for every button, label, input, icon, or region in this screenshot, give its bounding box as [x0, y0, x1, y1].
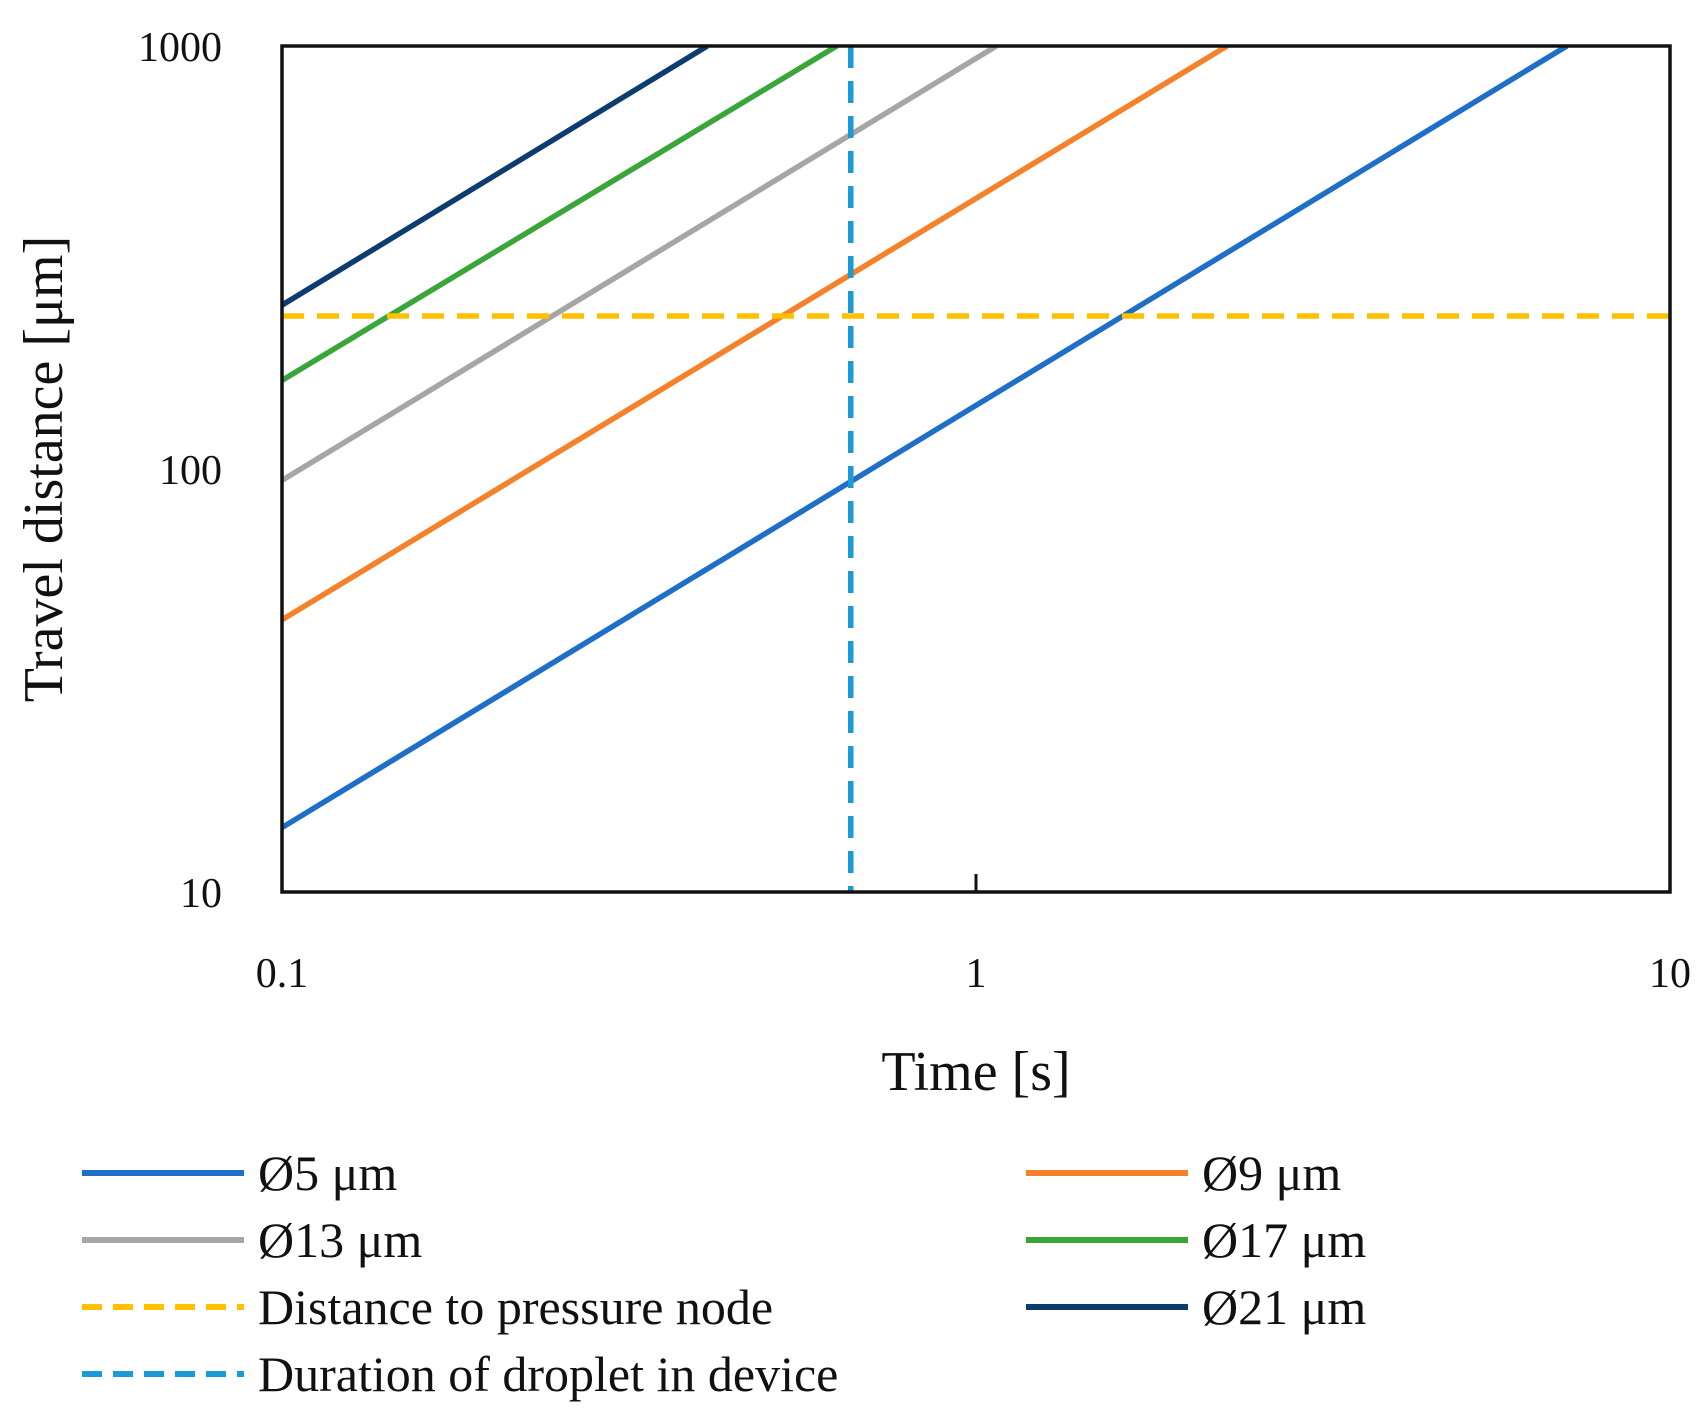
- legend-label: Duration of droplet in device: [258, 1346, 838, 1402]
- series-layer: [282, 46, 1670, 892]
- legend-item-d9-um: Ø9 μm: [1026, 1145, 1341, 1201]
- legend-label: Ø17 μm: [1202, 1212, 1366, 1268]
- legend-item-d5-um: Ø5 μm: [82, 1145, 397, 1201]
- series-line-d13-um: [282, 46, 998, 483]
- legend-item-d13-um: Ø13 μm: [82, 1212, 422, 1268]
- legend-label: Ø13 μm: [258, 1212, 422, 1268]
- y-tick-label: 1000: [138, 25, 222, 71]
- legend-item-duration-of-droplet-in-device: Duration of droplet in device: [82, 1346, 838, 1402]
- legend-label: Distance to pressure node: [258, 1279, 773, 1335]
- series-line-d9-um: [282, 46, 1229, 623]
- x-tick-label: 0.1: [256, 951, 309, 997]
- legend-item-d21-um: Ø21 μm: [1026, 1279, 1366, 1335]
- legend-item-d17-um: Ø17 μm: [1026, 1212, 1366, 1268]
- x-axis-label: Time [s]: [881, 1041, 1070, 1103]
- legend-label: Ø9 μm: [1202, 1145, 1341, 1201]
- series-line-d17-um: [282, 46, 839, 383]
- series-line-d21-um: [282, 46, 709, 308]
- plot-frame: [280, 44, 1672, 894]
- series-line-d5-um: [282, 46, 1569, 830]
- legend-label: Ø5 μm: [258, 1145, 397, 1201]
- y-axis-label: Travel distance [μm]: [13, 236, 75, 703]
- y-tick-label: 10: [180, 871, 222, 917]
- y-tick-label: 100: [159, 448, 222, 494]
- x-tick-label: 10: [1649, 951, 1691, 997]
- legend-label: Ø21 μm: [1202, 1279, 1366, 1335]
- legend-item-distance-to-pressure-node: Distance to pressure node: [82, 1279, 773, 1335]
- ticks-layer: 0.1 1 10 10 100 1000: [138, 25, 1691, 997]
- x-tick-label: 1: [966, 951, 987, 997]
- legend: Ø5 μm Ø9 μm Ø13 μm Ø17 μm Distance to pressu…: [82, 1145, 1366, 1402]
